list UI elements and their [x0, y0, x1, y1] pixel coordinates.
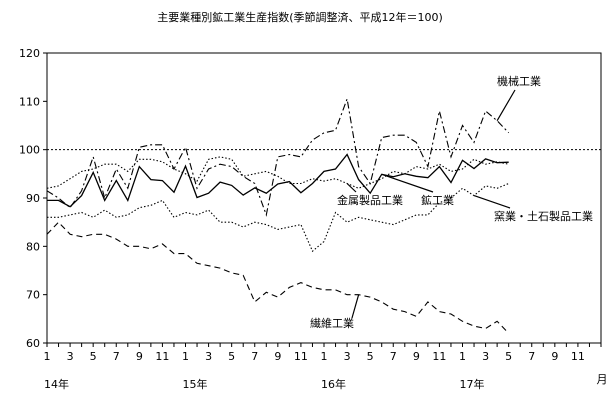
y-tick-label: 90: [26, 192, 40, 205]
x-tick-label: 5: [228, 350, 235, 363]
x-tick-label: 9: [274, 350, 281, 363]
x-tick-label: 7: [251, 350, 258, 363]
annotation-leader: [473, 195, 511, 209]
year-label: 17年: [460, 377, 485, 391]
annotation-label: 機械工業: [497, 74, 541, 88]
x-tick-label: 11: [571, 350, 585, 363]
series-line-metal-products: [46, 156, 509, 189]
annotation-label: 金属製品工業: [337, 193, 403, 207]
annotation-label: 鉱工業: [421, 193, 454, 207]
plot-frame: [46, 52, 602, 344]
y-tick-label: 70: [26, 289, 40, 302]
x-tick-label: 3: [482, 350, 489, 363]
annotation-leader: [496, 89, 516, 121]
x-tick-label: 1: [44, 350, 51, 363]
y-tick-label: 100: [19, 144, 40, 157]
x-tick-label: 3: [205, 350, 212, 363]
x-tick-label: 9: [551, 350, 558, 363]
series-line-machinery: [46, 96, 510, 217]
chart-title: 主要業種別鉱工業生産指数(季節調整済、平成12年＝100): [157, 10, 443, 24]
x-tick-label: 5: [367, 350, 374, 363]
x-tick-label: 9: [413, 350, 420, 363]
month-unit-label: 月: [597, 373, 608, 386]
year-label: 15年: [183, 377, 208, 391]
annotation-leader: [346, 183, 357, 193]
y-tick-label: 60: [26, 337, 40, 350]
series-line-ceramics-stone: [47, 182, 509, 253]
x-tick-label: 7: [390, 350, 397, 363]
x-tick-label: 3: [67, 350, 74, 363]
y-tick-label: 120: [19, 47, 40, 60]
x-tick-label: 1: [182, 350, 189, 363]
x-tick-label: 11: [432, 350, 446, 363]
x-tick-label: 9: [136, 350, 143, 363]
x-tick-label: 7: [113, 350, 120, 363]
series-line-textiles: [46, 221, 510, 334]
annotation-leader: [351, 294, 360, 319]
year-label: 16年: [321, 377, 346, 391]
x-tick-label: 3: [344, 350, 351, 363]
series-line-mining-manufacturing: [47, 153, 509, 208]
x-tick-label: 11: [155, 350, 169, 363]
annotation-leader: [381, 173, 434, 193]
x-tick-label: 7: [528, 350, 535, 363]
x-tick-label: 11: [294, 350, 308, 363]
year-label: 14年: [44, 377, 69, 391]
x-tick-label: 1: [321, 350, 328, 363]
y-tick-label: 110: [19, 95, 40, 108]
x-tick-label: 5: [90, 350, 97, 363]
x-tick-label: 1: [459, 350, 466, 363]
annotation-label: 窯業・土石製品工業: [494, 209, 593, 223]
x-tick-label: 5: [505, 350, 512, 363]
annotation-label: 繊維工業: [310, 317, 354, 330]
y-tick-label: 80: [26, 240, 40, 253]
